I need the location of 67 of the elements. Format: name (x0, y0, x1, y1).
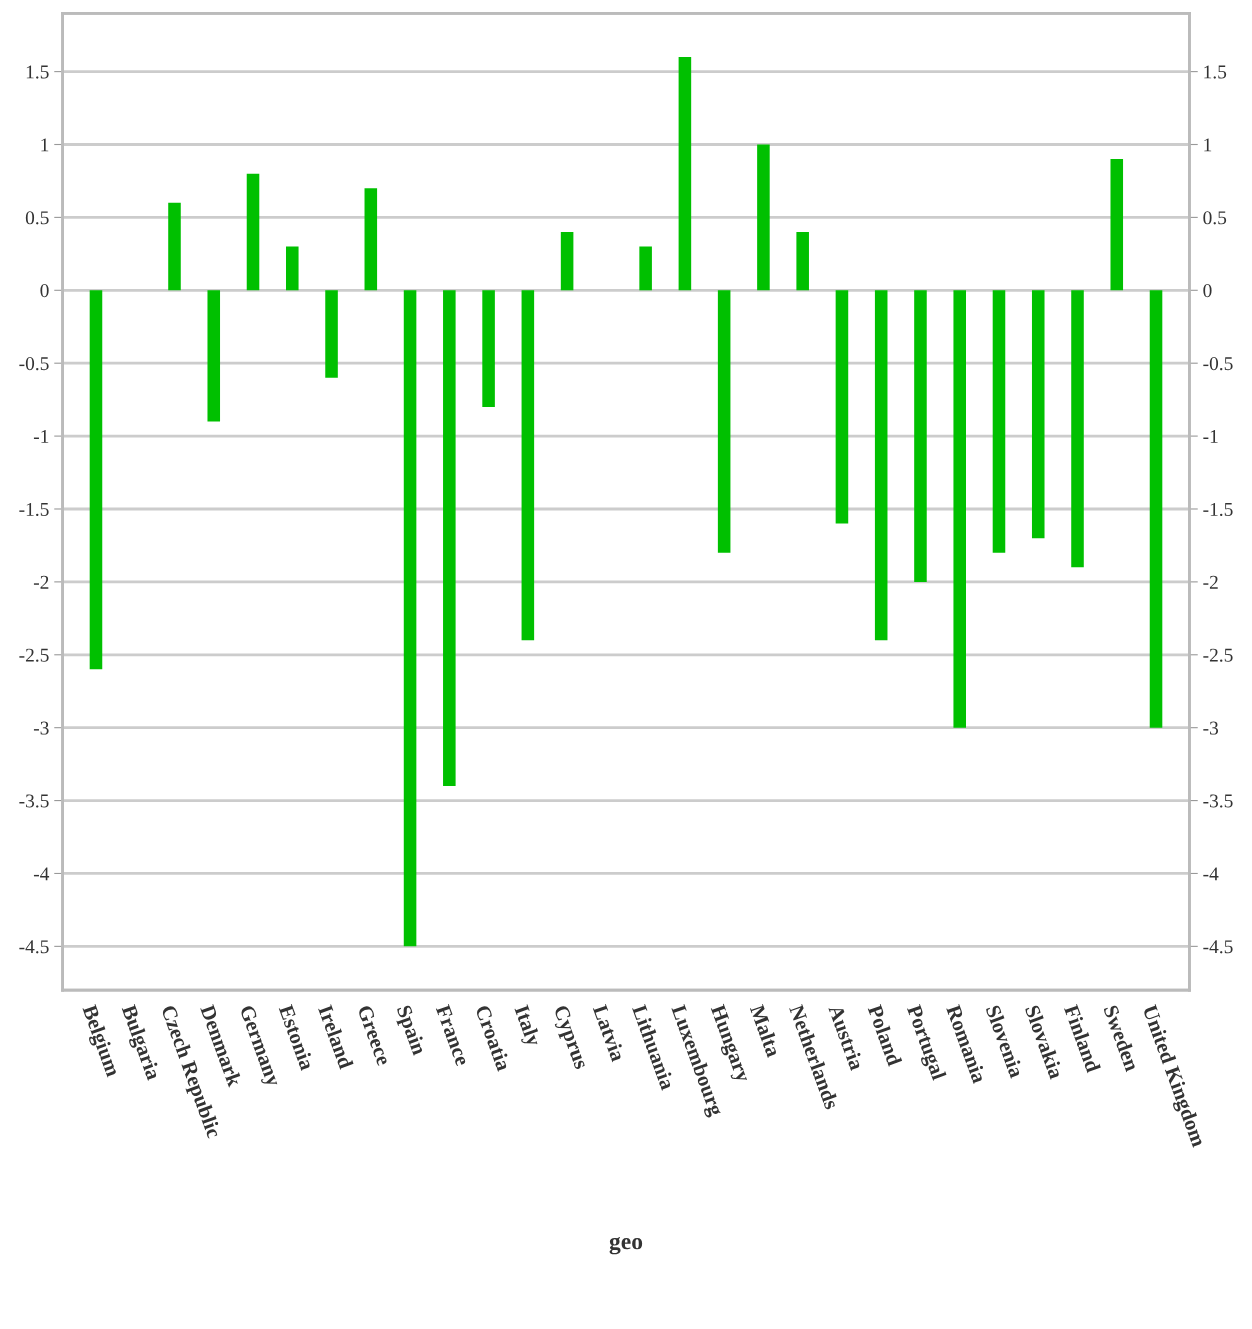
x-tick-label: Belgium (78, 1003, 122, 1080)
y-tick-label: 0 (40, 284, 49, 298)
y2-tick-label: 0 (1203, 284, 1212, 298)
y-tick-label: -3 (33, 721, 49, 735)
y-tick-label: -1.5 (19, 502, 49, 517)
bar (168, 202, 181, 291)
bar (992, 290, 1006, 553)
bar (796, 231, 809, 291)
y2-tick-label: -2.5 (1203, 648, 1233, 662)
x-tick-label: Malta (749, 1003, 782, 1059)
bar (717, 290, 731, 553)
y-tick-label: -2.5 (19, 648, 49, 662)
y2-tick-label: -3 (1203, 721, 1219, 735)
bar (364, 188, 378, 291)
x-tick-label: Slovakia (1024, 1004, 1065, 1080)
bar (246, 173, 260, 291)
x-tick-label: Croatia (475, 1004, 512, 1072)
bar (443, 290, 456, 786)
y2-tick-label: 1 (1204, 138, 1212, 152)
bar (207, 290, 221, 422)
bar (560, 231, 574, 291)
bar (286, 246, 299, 291)
y2-tick-label: -3.5 (1203, 794, 1233, 808)
y2-tick-label: -4 (1203, 867, 1219, 881)
bar (953, 290, 966, 728)
y2-tick-label: -1.5 (1203, 502, 1233, 517)
bar (403, 290, 417, 947)
bar (1071, 290, 1084, 568)
y-tick-label: -0.5 (19, 357, 49, 371)
y-tick-label: 1 (41, 138, 49, 152)
bar (914, 290, 927, 582)
x-tick-label: Poland (867, 1003, 903, 1067)
bar (639, 246, 652, 291)
bar (1110, 159, 1124, 291)
bar (757, 144, 770, 291)
y2-tick-label: -4.5 (1203, 940, 1233, 954)
x-tick-label: Latvia (592, 1003, 627, 1063)
y-tick-label: -2 (33, 575, 49, 589)
y-tick-label: -4 (33, 867, 50, 881)
x-tick-label: France (435, 1003, 470, 1067)
y-tick-label: 1.5 (26, 65, 49, 79)
y-tick-label: -4.5 (19, 940, 49, 954)
y-tick-label: -3.5 (19, 794, 49, 808)
x-tick-label: Spain (392, 1004, 428, 1058)
bar (835, 290, 849, 524)
y2-tick-label: -1 (1203, 430, 1218, 443)
x-tick-label: Cyprus (549, 1004, 589, 1072)
bar (482, 290, 495, 407)
bar (89, 290, 103, 670)
y2-tick-label: 1.5 (1204, 65, 1227, 79)
bar (1031, 290, 1045, 539)
y-tick-label: -1 (33, 430, 49, 443)
x-tick-label: Italy (510, 1003, 543, 1049)
x-tick-label: Slovenia (985, 1004, 1025, 1079)
x-tick-label: Greece (357, 1004, 392, 1067)
bar (521, 290, 535, 641)
y2-tick-label: -2 (1203, 575, 1218, 589)
bar (1149, 290, 1163, 728)
bar (325, 290, 338, 378)
x-tick-label: Estonia (278, 1003, 316, 1072)
x-tick-label: Sweden (1103, 1004, 1141, 1073)
bar (874, 290, 888, 641)
x-axis-title: geo (609, 1237, 643, 1255)
y2-tick-label: 0.5 (1203, 211, 1227, 225)
y2-tick-label: -0.5 (1203, 357, 1233, 371)
bar (678, 57, 692, 291)
y-tick-label: 0.5 (25, 211, 49, 225)
